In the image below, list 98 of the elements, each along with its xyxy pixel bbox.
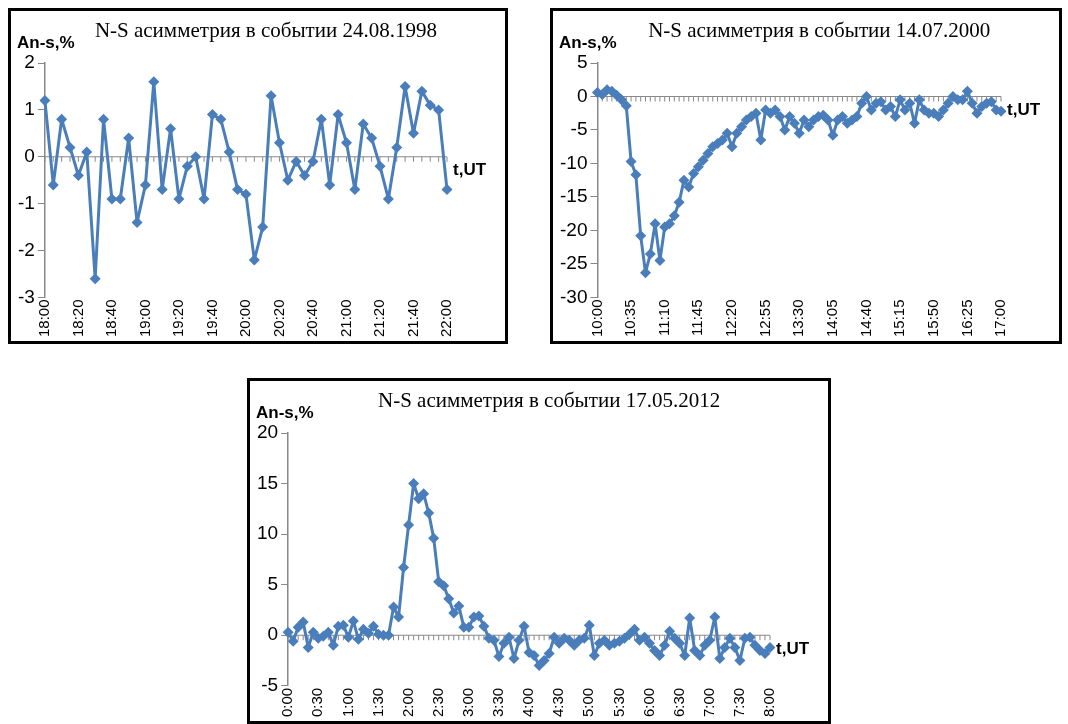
x-tick-label: 3:00 xyxy=(458,687,476,718)
x-tick-label: 19:00 xyxy=(135,299,153,338)
point xyxy=(299,170,311,182)
y-tick-label: -30 xyxy=(559,285,588,307)
x-tick-label: 6:00 xyxy=(639,687,657,718)
y-tick-label: -3 xyxy=(17,285,35,307)
point xyxy=(307,155,319,167)
y-tick-label: -25 xyxy=(559,252,588,274)
x-tick-label: 7:00 xyxy=(699,687,717,718)
x-tick-label: 5:30 xyxy=(609,687,627,718)
point xyxy=(215,113,227,125)
point xyxy=(156,184,168,196)
y-tick-label: 0 xyxy=(576,84,588,106)
x-axis-title: t,UT xyxy=(453,160,487,180)
point xyxy=(232,184,244,196)
x-tick-label: 1:30 xyxy=(368,687,386,718)
x-tick-label: 21:40 xyxy=(403,299,421,338)
point xyxy=(190,151,202,163)
x-tick-label: 10:35 xyxy=(621,299,639,338)
y-axis-title: An-s,% xyxy=(559,32,617,52)
x-tick-label: 15:50 xyxy=(923,299,941,338)
x-tick-label: 3:30 xyxy=(489,687,507,718)
x-tick-label: 12:20 xyxy=(722,299,740,338)
point xyxy=(89,273,101,285)
x-tick-label: 21:20 xyxy=(370,299,388,338)
y-tick-label: 0 xyxy=(267,623,279,645)
x-tick-label: 18:00 xyxy=(35,299,53,338)
point xyxy=(290,155,302,167)
x-tick-label: 11:45 xyxy=(688,299,706,336)
y-axis-title: An-s,% xyxy=(256,402,314,422)
point xyxy=(72,170,84,182)
y-tick-label: -1 xyxy=(17,191,35,213)
y-tick-label: 2 xyxy=(24,51,35,73)
point xyxy=(257,221,269,233)
x-tick-label: 2:00 xyxy=(398,687,416,718)
y-tick-label: 5 xyxy=(267,572,279,594)
chart-title: N-S асимметрия в событии 17.05.2012 xyxy=(378,387,721,412)
point xyxy=(282,174,294,186)
x-tick-label: 0:00 xyxy=(278,687,296,718)
x-tick-label: 14:40 xyxy=(856,299,874,338)
x-tick-label: 18:40 xyxy=(102,299,120,338)
point xyxy=(441,184,453,196)
y-tick-label: -20 xyxy=(559,218,588,240)
x-tick-label: 22:00 xyxy=(437,299,455,338)
x-tick-label: 19:40 xyxy=(202,299,220,338)
x-tick-label: 5:00 xyxy=(579,687,597,718)
x-tick-label: 17:00 xyxy=(991,299,1009,338)
x-tick-label: 20:40 xyxy=(303,299,321,338)
y-tick-label: 5 xyxy=(576,51,588,73)
y-tick-label: -15 xyxy=(559,185,588,207)
x-tick-label: 16:25 xyxy=(957,299,975,338)
x-tick-label: 1:00 xyxy=(338,687,356,718)
x-tick-label: 6:30 xyxy=(669,687,687,718)
point xyxy=(240,188,252,200)
x-tick-label: 10:00 xyxy=(587,299,605,338)
point xyxy=(139,179,151,191)
x-tick-label: 14:05 xyxy=(823,299,840,338)
chart-title: N-S асимметрия в событии 24.08.1998 xyxy=(94,17,438,42)
x-tick-label: 20:20 xyxy=(269,299,287,338)
x-tick-label: 4:30 xyxy=(549,687,567,718)
y-tick-label: 10 xyxy=(256,522,279,544)
x-tick-label: 12:55 xyxy=(755,299,773,338)
point xyxy=(374,160,386,172)
x-tick-label: 2:30 xyxy=(428,687,446,718)
point xyxy=(64,141,76,153)
x-axis-title: t,UT xyxy=(1007,100,1041,120)
y-tick-label: 20 xyxy=(256,421,279,443)
y-axis-title: An-s,% xyxy=(17,32,75,52)
point xyxy=(181,160,193,172)
y-tick-label: -5 xyxy=(261,674,279,696)
x-tick-label: 11:10 xyxy=(654,299,672,336)
point xyxy=(416,85,428,97)
x-tick-label: 18:20 xyxy=(68,299,86,338)
point xyxy=(424,99,436,111)
point xyxy=(433,104,445,116)
y-tick-label: 0 xyxy=(24,145,35,167)
x-tick-label: 4:00 xyxy=(519,687,537,718)
point xyxy=(349,184,361,196)
x-tick-label: 15:15 xyxy=(890,299,908,338)
x-tick-label: 13:30 xyxy=(789,299,807,338)
x-axis-title: t,UT xyxy=(776,638,810,658)
point xyxy=(223,146,235,158)
x-tick-label: 19:20 xyxy=(169,299,187,338)
chart-title: N-S асимметрия в событии 14.07.2000 xyxy=(648,17,991,42)
x-tick-label: 7:30 xyxy=(730,687,748,718)
point xyxy=(340,137,352,149)
x-tick-label: 0:30 xyxy=(308,687,326,718)
point xyxy=(206,109,218,121)
y-tick-label: -10 xyxy=(559,151,588,173)
y-tick-label: 1 xyxy=(24,98,35,120)
point xyxy=(273,137,285,149)
y-tick-label: -5 xyxy=(570,118,588,140)
y-tick-label: -2 xyxy=(17,238,35,260)
x-tick-label: 21:00 xyxy=(336,299,354,338)
x-tick-label: 20:00 xyxy=(236,299,254,338)
y-tick-label: 15 xyxy=(256,471,279,493)
x-tick-label: 8:00 xyxy=(760,687,778,718)
point xyxy=(366,132,378,144)
